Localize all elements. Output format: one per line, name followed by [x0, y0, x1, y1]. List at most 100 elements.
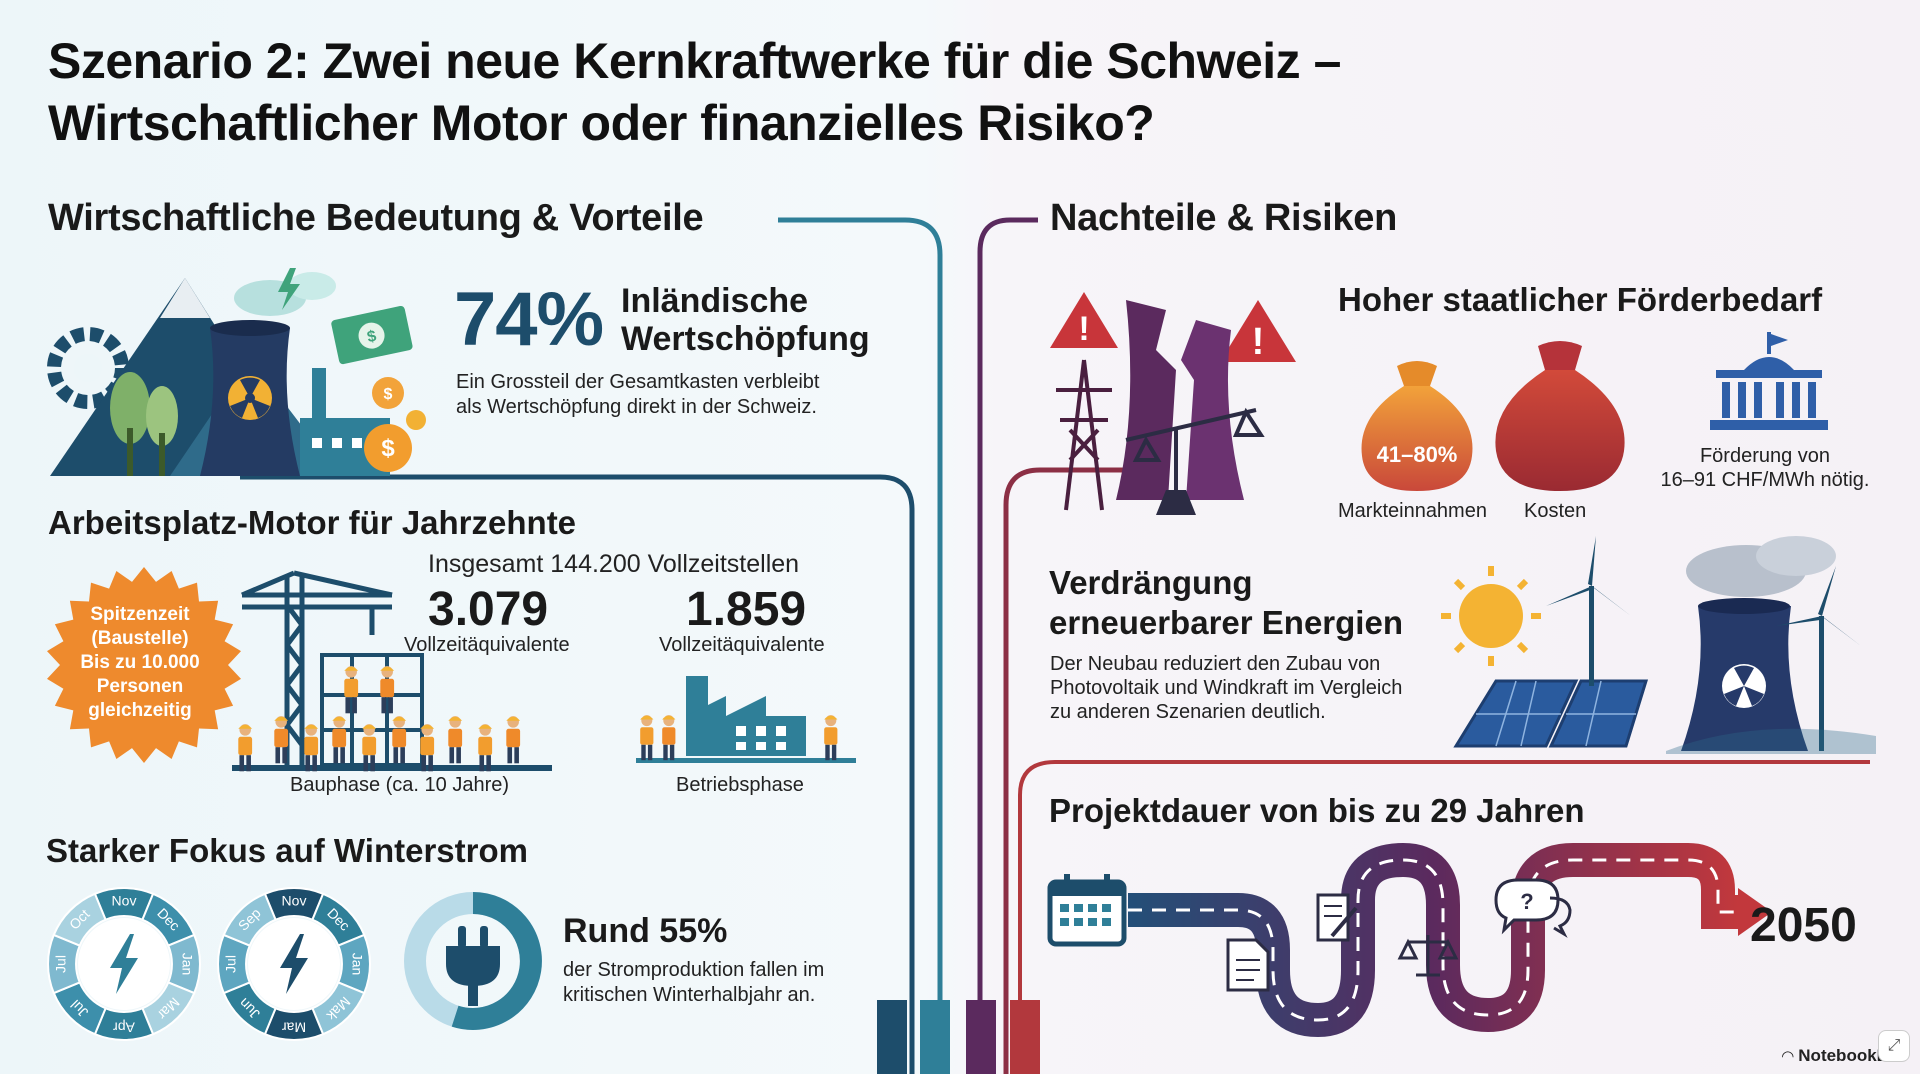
- brand-watermark: ◠ NotebookLM: [1782, 1046, 1901, 1066]
- worker-icon: [392, 716, 407, 764]
- worker-icon: [274, 716, 289, 764]
- value-added-label-line2: Wertschöpfung: [621, 320, 870, 358]
- badge-line: gleichzeitig: [88, 700, 192, 721]
- badge-line: Personen: [96, 676, 184, 697]
- worker-icon: [824, 715, 838, 761]
- wind-turbine-icon: [1546, 536, 1631, 686]
- dial-month-label: Jul: [223, 955, 239, 973]
- power-pylon-icon: [1056, 359, 1112, 511]
- warning-icon: !: [1220, 300, 1296, 363]
- badge-line: Bis zu 10.000: [80, 652, 200, 673]
- cracked-tower-icon: [1116, 300, 1244, 500]
- sun-icon: [1441, 566, 1541, 666]
- bag-range: 41–80%: [1376, 442, 1458, 467]
- notebooklm-logo-icon: ◠: [1782, 1048, 1794, 1065]
- displacement-heading: Verdrängung erneuerbarer Energien: [1049, 563, 1403, 643]
- svg-text:!: !: [1252, 321, 1265, 363]
- plug-icon: [446, 926, 500, 1006]
- displacement-description: Der Neubau reduziert den Zubau von Photo…: [1050, 652, 1402, 724]
- title-line-1: Szenario 2: Zwei neue Kernkraftwerke für…: [48, 33, 1341, 89]
- operation-label: Betriebsphase: [676, 774, 804, 796]
- subsidy-desc-line1: Förderung von: [1699, 445, 1831, 467]
- calendar-icon: [1047, 874, 1127, 947]
- dial-month-label: Jul: [53, 955, 69, 973]
- project-timeline-road: ?: [1047, 842, 1772, 1038]
- svg-text:!: !: [1078, 310, 1089, 348]
- cooling-tower-icon: [1681, 536, 1836, 751]
- brand-label: NotebookLM: [1798, 1046, 1902, 1065]
- worker-icon: [380, 666, 395, 714]
- value-added-desc-line2: als Wertschöpfung direkt in der Schweiz.: [456, 396, 817, 418]
- worker-group-icon: [238, 666, 521, 772]
- value-added-description: Ein Grossteil der Gesamtkasten verbleibt…: [456, 370, 820, 420]
- arrow-head: [1738, 888, 1772, 936]
- construction-unit: Vollzeitäquivalente: [404, 634, 570, 656]
- lightning-icon: [280, 934, 308, 994]
- end-year: 2050: [1750, 899, 1857, 952]
- displacement-heading-line2: erneuerbarer Energien: [1049, 604, 1403, 641]
- worker-icon: [304, 724, 319, 772]
- worker-icon: [506, 716, 521, 764]
- document-icon: [1226, 938, 1270, 992]
- scale-icon: [1397, 935, 1459, 977]
- worker-icon: [332, 716, 347, 764]
- construction-value: 3.079: [428, 583, 549, 636]
- dial-month-label: Mar: [282, 1019, 306, 1035]
- solar-panel-icon: [1453, 679, 1649, 748]
- winter-desc-line2: kritischen Winterhalbjahr an.: [563, 984, 816, 1006]
- worker-icon: [662, 715, 676, 761]
- badge-line: (Baustelle): [91, 628, 189, 649]
- wind-turbine-icon: [1776, 566, 1861, 751]
- subsidy-description: Förderung von 16–91 CHF/MWh nötig.: [1640, 444, 1890, 492]
- winter-description: der Stromproduktion fallen im kritischen…: [563, 958, 824, 1008]
- lightning-icon: [110, 934, 138, 994]
- left-section-heading: Wirtschaftliche Bedeutung & Vorteile: [48, 197, 704, 239]
- svg-text:?: ?: [1520, 889, 1533, 914]
- warning-icon: !: [1050, 292, 1118, 348]
- svg-text:$: $: [381, 435, 395, 462]
- winter-share-ring: [404, 892, 542, 1030]
- svg-text:$: $: [366, 328, 378, 346]
- value-added-desc-line1: Ein Grossteil der Gesamtkasten verbleibt: [456, 371, 820, 393]
- worker-group-icon: [640, 715, 838, 761]
- nuclear-landscape-illustration: $ $ $: [47, 268, 426, 476]
- badge-line: Spitzenzeit: [90, 604, 190, 625]
- speech-bubble-icon: ?: [1494, 878, 1572, 938]
- worker-icon: [640, 715, 654, 761]
- expand-icon[interactable]: ⤢: [1878, 1030, 1910, 1062]
- operation-unit: Vollzeitäquivalente: [659, 634, 825, 656]
- winter-value: Rund 55%: [563, 912, 728, 950]
- worker-icon: [420, 724, 435, 772]
- money-bag-small-icon: [1361, 361, 1473, 491]
- gear-icon: [47, 327, 129, 409]
- svg-text:$: $: [384, 386, 393, 403]
- construction-illustration: [232, 570, 552, 772]
- risk-illustration: ! !: [1050, 292, 1296, 515]
- dial-month-label: Jan: [349, 953, 365, 976]
- money-bag-large-icon: [1495, 341, 1625, 491]
- bag2-label: Kosten: [1524, 500, 1587, 522]
- dial-month-label: Nov: [282, 893, 307, 909]
- displacement-desc-line3: zu anderen Szenarien deutlich.: [1050, 701, 1326, 723]
- coin-icon: $: [364, 424, 412, 472]
- construction-label: Bauphase (ca. 10 Jahre): [290, 774, 510, 796]
- operation-illustration: [636, 676, 856, 763]
- jobs-total: Insgesamt 144.200 Vollzeitstellen: [428, 550, 800, 578]
- tree-icon: [146, 386, 178, 476]
- renewables-vs-nuclear-illustration: [1441, 536, 1876, 754]
- worker-icon: [344, 666, 359, 714]
- dial-month-label: Apr: [113, 1019, 135, 1035]
- tree-icon: [110, 372, 150, 476]
- displacement-desc-line2: Photovoltaik und Windkraft im Vergleich: [1050, 677, 1403, 699]
- displacement-heading-line1: Verdrängung: [1049, 564, 1253, 601]
- worker-icon: [362, 724, 377, 772]
- worker-icon: [448, 716, 463, 764]
- operation-value: 1.859: [686, 583, 807, 636]
- coin-icon: [406, 410, 426, 430]
- bag1-label: Markteinnahmen: [1338, 500, 1487, 522]
- jobs-heading: Arbeitsplatz-Motor für Jahrzehnte: [48, 504, 577, 541]
- value-added-label: Inländische Wertschöpfung: [621, 282, 870, 358]
